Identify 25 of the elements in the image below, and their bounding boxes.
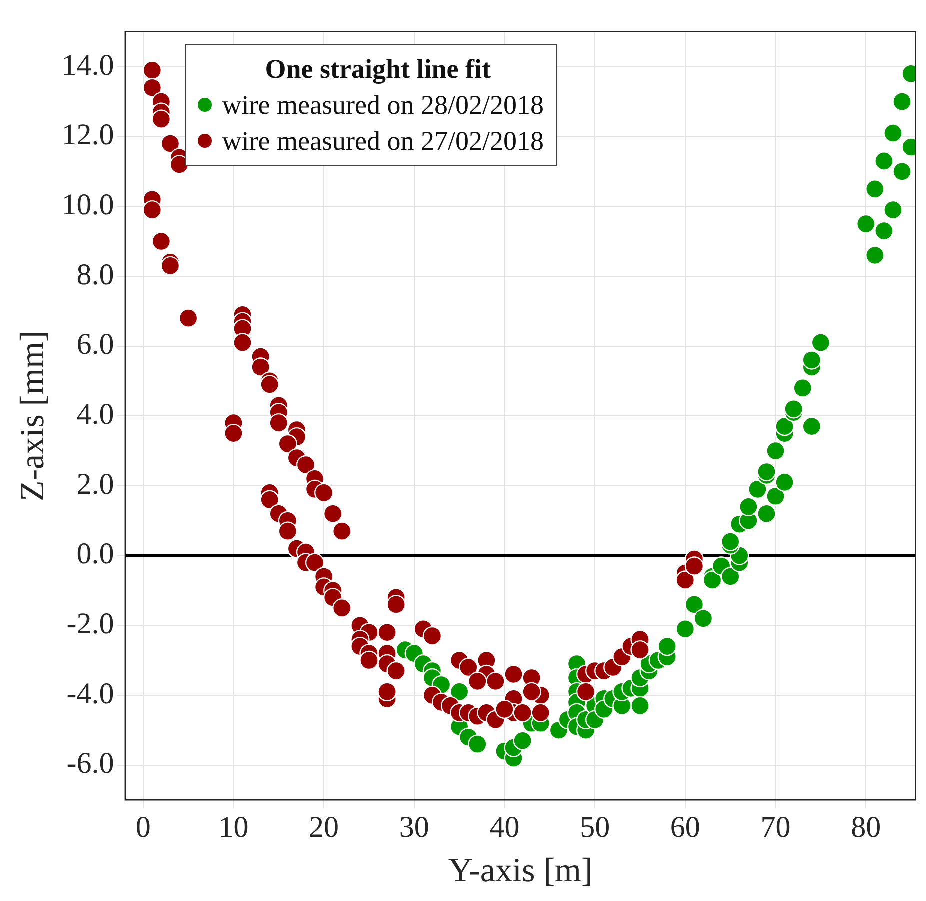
y-tick-label: 12.0	[62, 118, 114, 152]
y-tick-label: 8.0	[76, 258, 114, 292]
x-tick-label: 10	[218, 811, 249, 844]
y-tick-label: -2.0	[66, 607, 114, 640]
x-tick-label: 50	[580, 811, 610, 844]
y-tick-label: 2.0	[76, 468, 114, 501]
x-axis-title: Y-axis [m]	[448, 852, 593, 890]
y-tick-label: 0.0	[76, 538, 114, 571]
legend-label: wire measured on 27/02/2018	[222, 125, 544, 158]
y-tick-label: 10.0	[62, 188, 114, 222]
x-tick-label: 0	[136, 811, 151, 844]
x-tick-label: 60	[670, 811, 700, 844]
y-tick-label: 4.0	[76, 398, 114, 431]
y-tick-label: -4.0	[66, 677, 114, 710]
y-axis-title: Z-axis [mm]	[14, 330, 52, 502]
x-tick-label: 30	[399, 811, 430, 844]
legend-label: wire measured on 28/02/2018	[222, 89, 544, 122]
x-tick-label: 80	[851, 811, 882, 844]
x-tick-label: 70	[760, 811, 791, 844]
y-tick-label: 6.0	[76, 328, 114, 362]
x-tick-label: 20	[309, 811, 340, 844]
y-tick-label: 14.0	[62, 48, 114, 82]
legend-title: One straight line fit	[264, 53, 492, 86]
y-tick-label: -6.0	[66, 747, 114, 780]
x-tick-label: 40	[490, 811, 520, 844]
